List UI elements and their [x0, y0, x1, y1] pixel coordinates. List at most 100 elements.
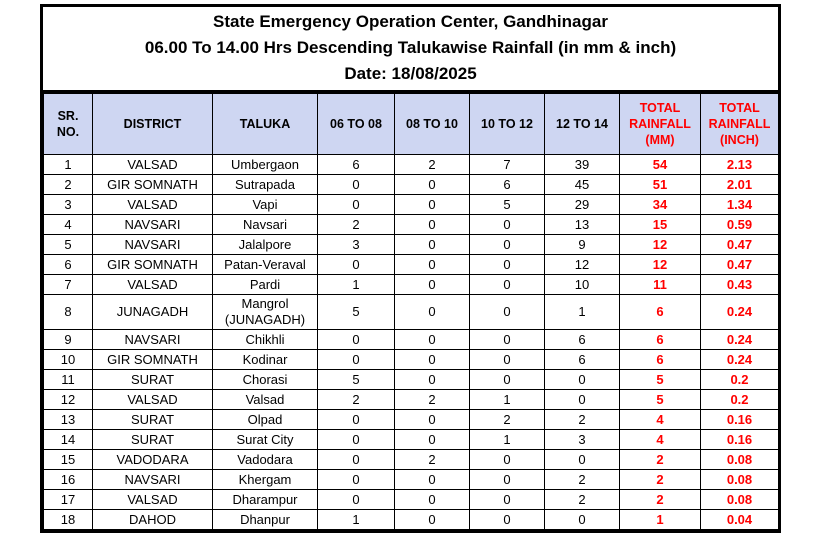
cell: 12: [43, 389, 93, 410]
cell: 0: [394, 409, 470, 430]
table-body: 1 VALSAD Umbergaon 6 2 7 39 54 2.13 2 GIR SOMNATH S…: [43, 154, 779, 530]
cell: 2: [544, 489, 620, 510]
cell: 6: [544, 329, 620, 350]
cell: 0: [317, 429, 395, 450]
cell: 6: [619, 349, 701, 370]
table-row: 5 NAVSARI Jalalpore 3 0 0 9 12 0.47: [43, 234, 779, 255]
cell: 0: [317, 254, 395, 275]
cell: VALSAD: [92, 274, 213, 295]
cell: DAHOD: [92, 509, 213, 530]
cell: 54: [619, 154, 701, 175]
cell: 0.24: [700, 294, 779, 330]
cell: 0.08: [700, 469, 779, 490]
cell: 51: [619, 174, 701, 195]
cell: 9: [544, 234, 620, 255]
col-header: 08 TO 10: [394, 93, 470, 155]
cell: SURAT: [92, 429, 213, 450]
cell: 0: [317, 194, 395, 215]
table-header-row: SR. NO. DISTRICT TALUKA 06 TO 08 08 TO 10 10 …: [43, 93, 779, 155]
cell: Kodinar: [212, 349, 318, 370]
cell: 6: [619, 329, 701, 350]
cell: 8: [43, 294, 93, 330]
cell: 12: [619, 254, 701, 275]
cell: VALSAD: [92, 194, 213, 215]
cell: 0: [394, 274, 470, 295]
cell: 6: [619, 294, 701, 330]
cell: GIR SOMNATH: [92, 349, 213, 370]
table-row: 2 GIR SOMNATH Sutrapada 0 0 6 45 51 2.01: [43, 174, 779, 195]
cell: 2.01: [700, 174, 779, 195]
col-header: TOTAL RAINFALL (INCH): [700, 93, 779, 155]
cell: 0: [469, 449, 545, 470]
cell: Vapi: [212, 194, 318, 215]
cell: 6: [317, 154, 395, 175]
cell: 2: [469, 409, 545, 430]
cell: Mangrol (JUNAGADH): [212, 294, 318, 330]
cell: NAVSARI: [92, 214, 213, 235]
cell: 12: [544, 254, 620, 275]
cell: 3: [43, 194, 93, 215]
cell: 6: [469, 174, 545, 195]
cell: 0: [317, 449, 395, 470]
cell: Vadodara: [212, 449, 318, 470]
cell: 39: [544, 154, 620, 175]
table-row: 16 NAVSARI Khergam 0 0 0 2 2 0.08: [43, 469, 779, 490]
cell: 4: [43, 214, 93, 235]
cell: 0: [394, 174, 470, 195]
cell: 0.16: [700, 429, 779, 450]
table-row: 10 GIR SOMNATH Kodinar 0 0 0 6 6 0.24: [43, 349, 779, 370]
cell: Chikhli: [212, 329, 318, 350]
cell: 0: [544, 369, 620, 390]
cell: 1: [469, 429, 545, 450]
cell: 0: [469, 254, 545, 275]
table-row: 12 VALSAD Valsad 2 2 1 0 5 0.2: [43, 389, 779, 410]
cell: 5: [317, 369, 395, 390]
cell: 1: [317, 509, 395, 530]
cell: 13: [544, 214, 620, 235]
cell: 0.08: [700, 449, 779, 470]
cell: 0: [394, 429, 470, 450]
cell: 1: [43, 154, 93, 175]
cell: 2: [544, 409, 620, 430]
cell: 0: [394, 254, 470, 275]
cell: 0: [469, 349, 545, 370]
cell: 0: [394, 349, 470, 370]
cell: 0: [469, 234, 545, 255]
cell: Dharampur: [212, 489, 318, 510]
cell: 0.59: [700, 214, 779, 235]
cell: NAVSARI: [92, 329, 213, 350]
cell: 2: [394, 449, 470, 470]
cell: 3: [317, 234, 395, 255]
cell: 0: [469, 214, 545, 235]
cell: Navsari: [212, 214, 318, 235]
cell: 2: [43, 174, 93, 195]
cell: 0: [469, 509, 545, 530]
cell: 0: [317, 469, 395, 490]
report-date: Date: 18/08/2025: [344, 64, 477, 83]
cell: 0.04: [700, 509, 779, 530]
table-row: 8 JUNAGADH Mangrol (JUNAGADH) 5 0 0 1 6 0.24: [43, 294, 779, 330]
cell: VADODARA: [92, 449, 213, 470]
cell: GIR SOMNATH: [92, 254, 213, 275]
cell: 5: [619, 369, 701, 390]
cell: GIR SOMNATH: [92, 174, 213, 195]
cell: 0.47: [700, 254, 779, 275]
cell: 15: [619, 214, 701, 235]
rainfall-table: SR. NO. DISTRICT TALUKA 06 TO 08 08 TO 10 10 …: [43, 93, 779, 530]
cell: 6: [544, 349, 620, 370]
col-header: DISTRICT: [92, 93, 213, 155]
cell: SURAT: [92, 369, 213, 390]
cell: Khergam: [212, 469, 318, 490]
cell: 0: [394, 469, 470, 490]
cell: Olpad: [212, 409, 318, 430]
cell: 1: [469, 389, 545, 410]
cell: 0: [544, 389, 620, 410]
cell: 11: [619, 274, 701, 295]
cell: 4: [619, 409, 701, 430]
col-header: 06 TO 08: [317, 93, 395, 155]
cell: 34: [619, 194, 701, 215]
cell: 0: [394, 369, 470, 390]
cell: Pardi: [212, 274, 318, 295]
cell: 10: [544, 274, 620, 295]
cell: 0.24: [700, 329, 779, 350]
